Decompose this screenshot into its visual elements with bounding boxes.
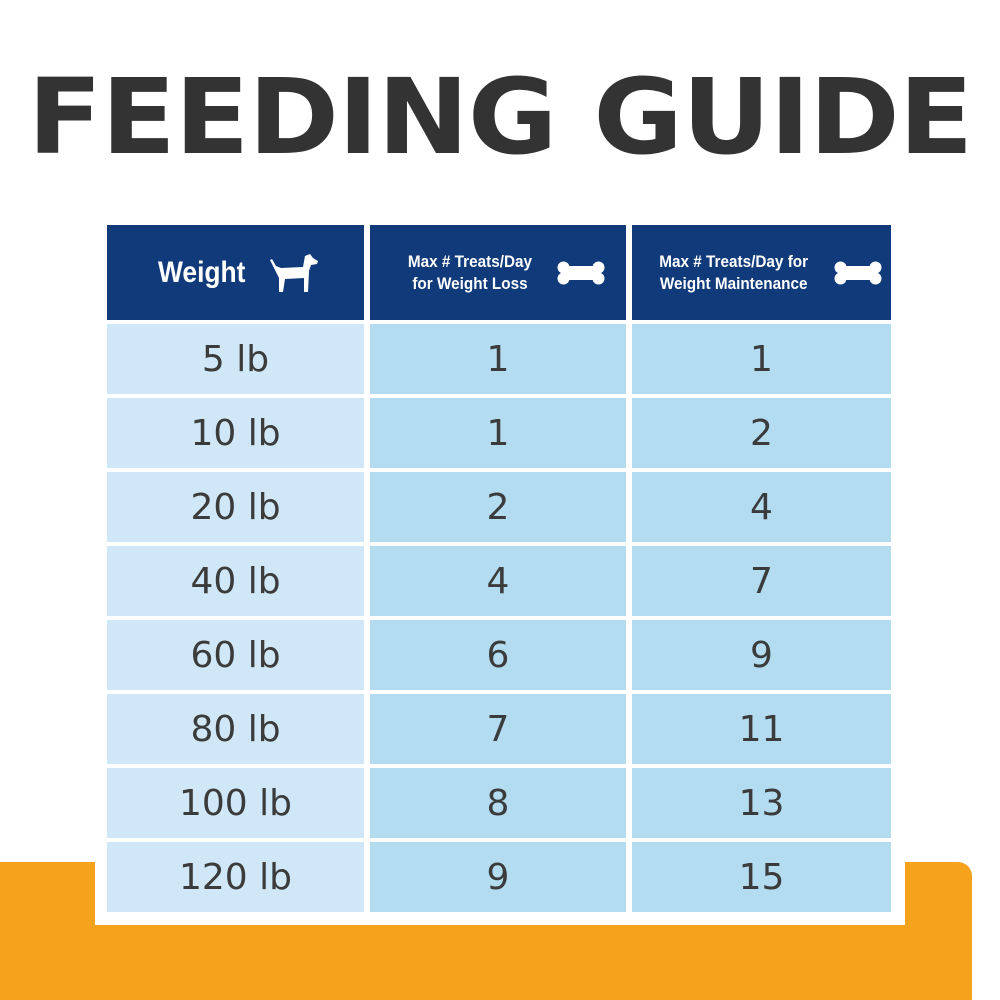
weight-maintenance-cell: 2 xyxy=(632,398,891,468)
weight-maintenance-cell: 11 xyxy=(632,694,891,764)
page-title: FEEDING GUIDE xyxy=(27,56,974,178)
header-weight-loss-line1: Max # Treats/Day xyxy=(407,251,533,271)
weight-maintenance-cell: 13 xyxy=(632,768,891,838)
header-weight-maintenance-line2: Weight Maintenance xyxy=(659,273,808,293)
weight-cell: 20 lb xyxy=(107,472,364,542)
weight-cell: 120 lb xyxy=(107,842,364,912)
header-weight-maintenance-line1: Max # Treats/Day for xyxy=(659,251,808,271)
weight-maintenance-cell: 1 xyxy=(632,324,891,394)
weight-loss-cell: 1 xyxy=(370,324,626,394)
header-weight-loss-line2: for Weight Loss xyxy=(412,273,528,293)
weight-loss-cell: 9 xyxy=(370,842,626,912)
weight-maintenance-cell: 4 xyxy=(632,472,891,542)
bone-icon xyxy=(557,261,605,285)
weight-maintenance-cell: 9 xyxy=(632,620,891,690)
weight-maintenance-cell: 7 xyxy=(632,546,891,616)
bone-icon xyxy=(834,261,882,285)
weight-cell: 5 lb xyxy=(107,324,364,394)
weight-cell: 100 lb xyxy=(107,768,364,838)
weight-maintenance-cell: 15 xyxy=(632,842,891,912)
weight-loss-cell: 4 xyxy=(370,546,626,616)
weight-loss-cell: 7 xyxy=(370,694,626,764)
header-weight-loss: Max # Treats/Day for Weight Loss xyxy=(370,225,626,320)
weight-cell: 40 lb xyxy=(107,546,364,616)
weight-cell: 80 lb xyxy=(107,694,364,764)
weight-loss-cell: 6 xyxy=(370,620,626,690)
weight-loss-cell: 1 xyxy=(370,398,626,468)
weight-loss-cell: 8 xyxy=(370,768,626,838)
weight-loss-cell: 2 xyxy=(370,472,626,542)
feeding-guide-table: Weight Max # Treats/Day for Weight Loss … xyxy=(107,225,891,912)
weight-cell: 60 lb xyxy=(107,620,364,690)
dog-icon xyxy=(269,252,319,294)
weight-cell: 10 lb xyxy=(107,398,364,468)
header-weight: Weight xyxy=(107,225,364,320)
header-weight-maintenance: Max # Treats/Day for Weight Maintenance xyxy=(632,225,891,320)
header-weight-label: Weight xyxy=(157,255,246,289)
